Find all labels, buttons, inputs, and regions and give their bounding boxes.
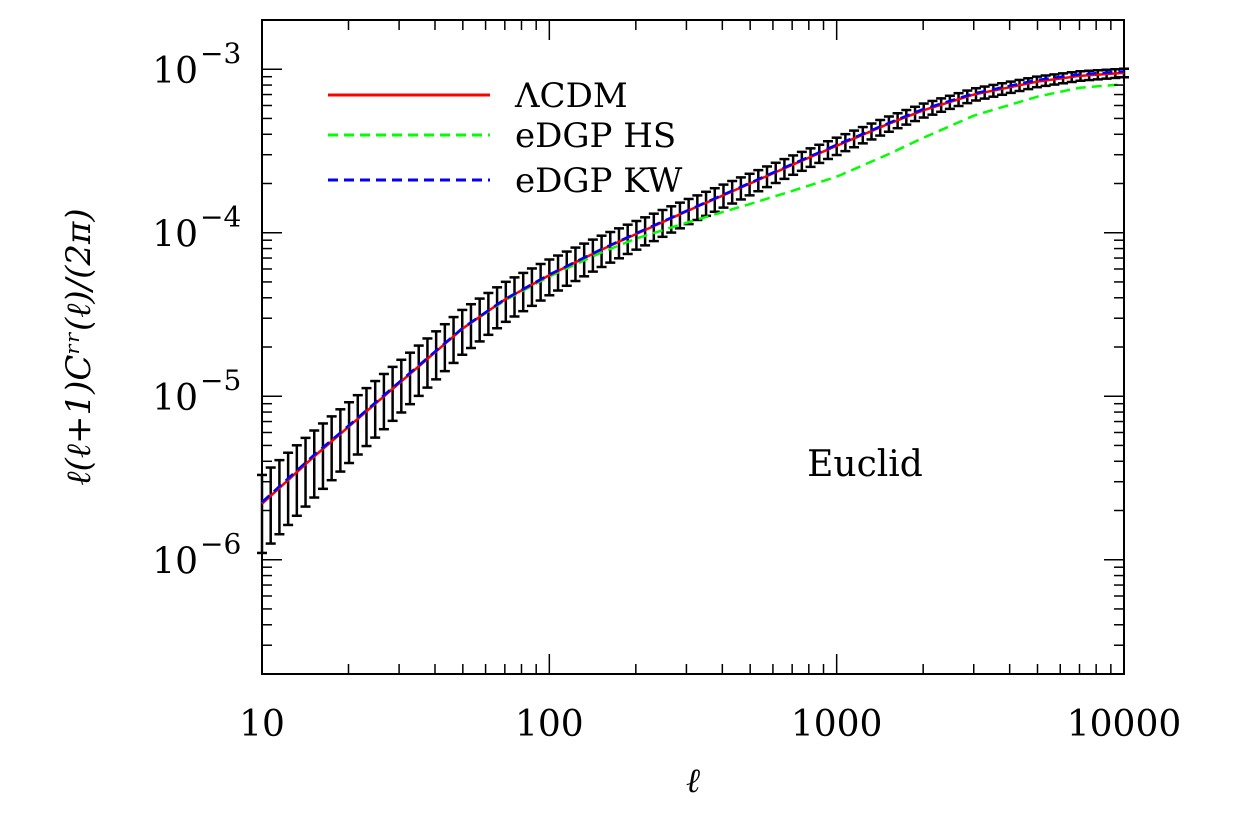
y-tick-label-base: 10 (152, 215, 198, 256)
y-tick-labels: 10−610−510−410−3 (152, 37, 241, 583)
x-tick-label: 100 (515, 704, 584, 745)
y-tick-label-exponent: −3 (200, 37, 241, 70)
plot-frame (261, 19, 1125, 675)
legend-label: eDGP HS (515, 116, 676, 156)
x-tick-label: 1000 (791, 704, 883, 745)
y-tick-label-exponent: −6 (200, 528, 241, 561)
series-lines (261, 70, 1125, 505)
y-tick-label-base: 10 (152, 51, 198, 92)
x-tick-labels: 10 100 1000 10000 (239, 704, 1181, 745)
legend-label: eDGP KW (515, 161, 682, 201)
x-tick-label: 10000 (1067, 704, 1182, 745)
euclid-annotation: Euclid (807, 444, 923, 485)
y-tick-label-base: 10 (152, 378, 198, 419)
series-line-1 (261, 82, 1125, 505)
x-axis-title: ℓ (686, 761, 700, 801)
series-line-0 (261, 71, 1125, 505)
y-tick-label-exponent: −4 (200, 201, 241, 234)
series-line-2 (261, 70, 1125, 504)
y-axis-title: ℓ(ℓ+1)Cʳʳ(ℓ)/(2π) (59, 208, 99, 485)
error-bars (257, 67, 1129, 555)
y-tick-label-exponent: −5 (200, 364, 241, 397)
legend-label: ΛCDM (514, 76, 628, 116)
y-tick-label-base: 10 (152, 542, 198, 583)
axis-ticks (261, 19, 1125, 675)
x-tick-label: 10 (239, 704, 285, 745)
